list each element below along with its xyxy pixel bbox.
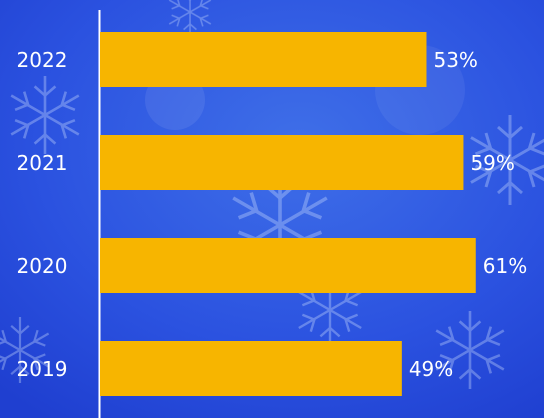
value-label: 59%: [470, 151, 514, 175]
y-tick-label: 2020: [17, 254, 68, 278]
value-label: 53%: [433, 48, 477, 72]
y-tick-label: 2019: [17, 357, 68, 381]
value-label: 61%: [483, 254, 527, 278]
y-tick-label: 2022: [17, 48, 68, 72]
bar: [100, 341, 402, 396]
y-tick-label: 2021: [17, 151, 68, 175]
bar: [100, 238, 476, 293]
bar: [100, 32, 427, 87]
bar: [100, 135, 464, 190]
value-label: 49%: [409, 357, 453, 381]
